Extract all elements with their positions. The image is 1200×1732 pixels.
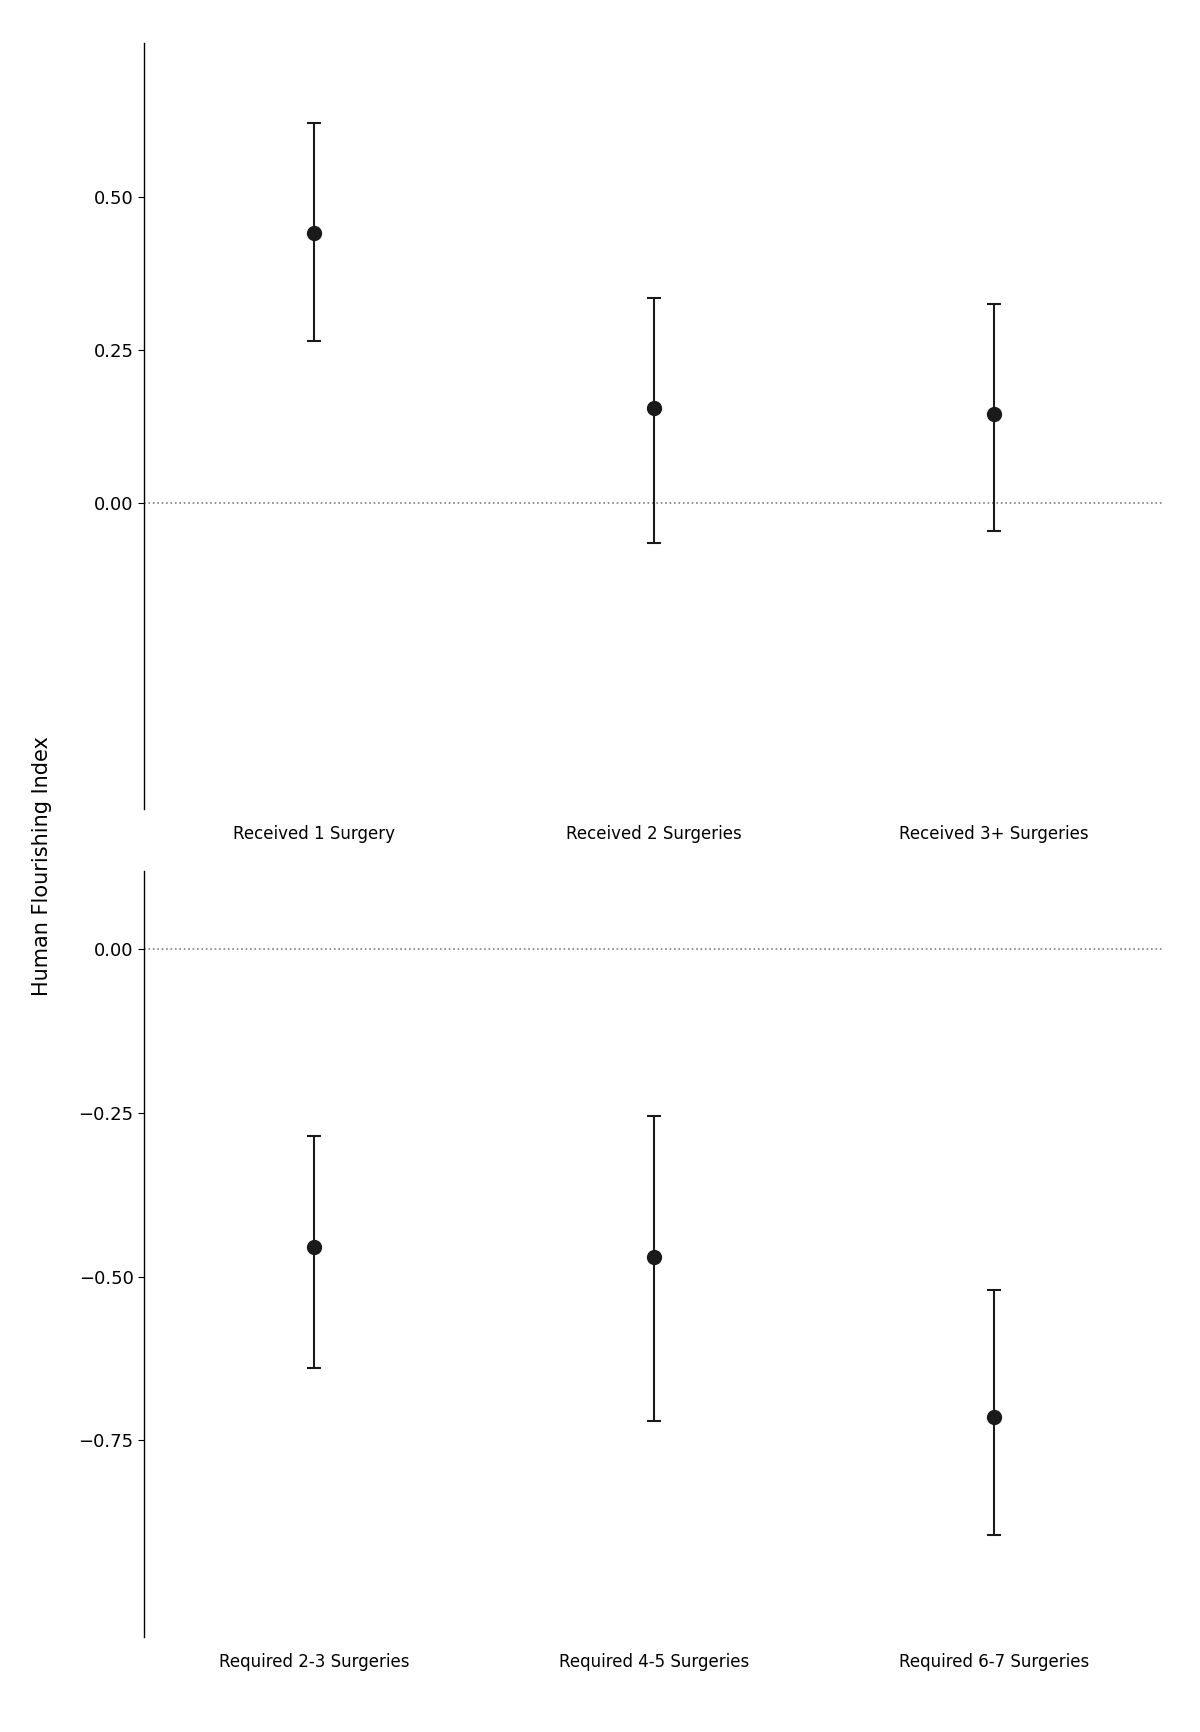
Text: Human Flourishing Index: Human Flourishing Index [32, 736, 52, 996]
